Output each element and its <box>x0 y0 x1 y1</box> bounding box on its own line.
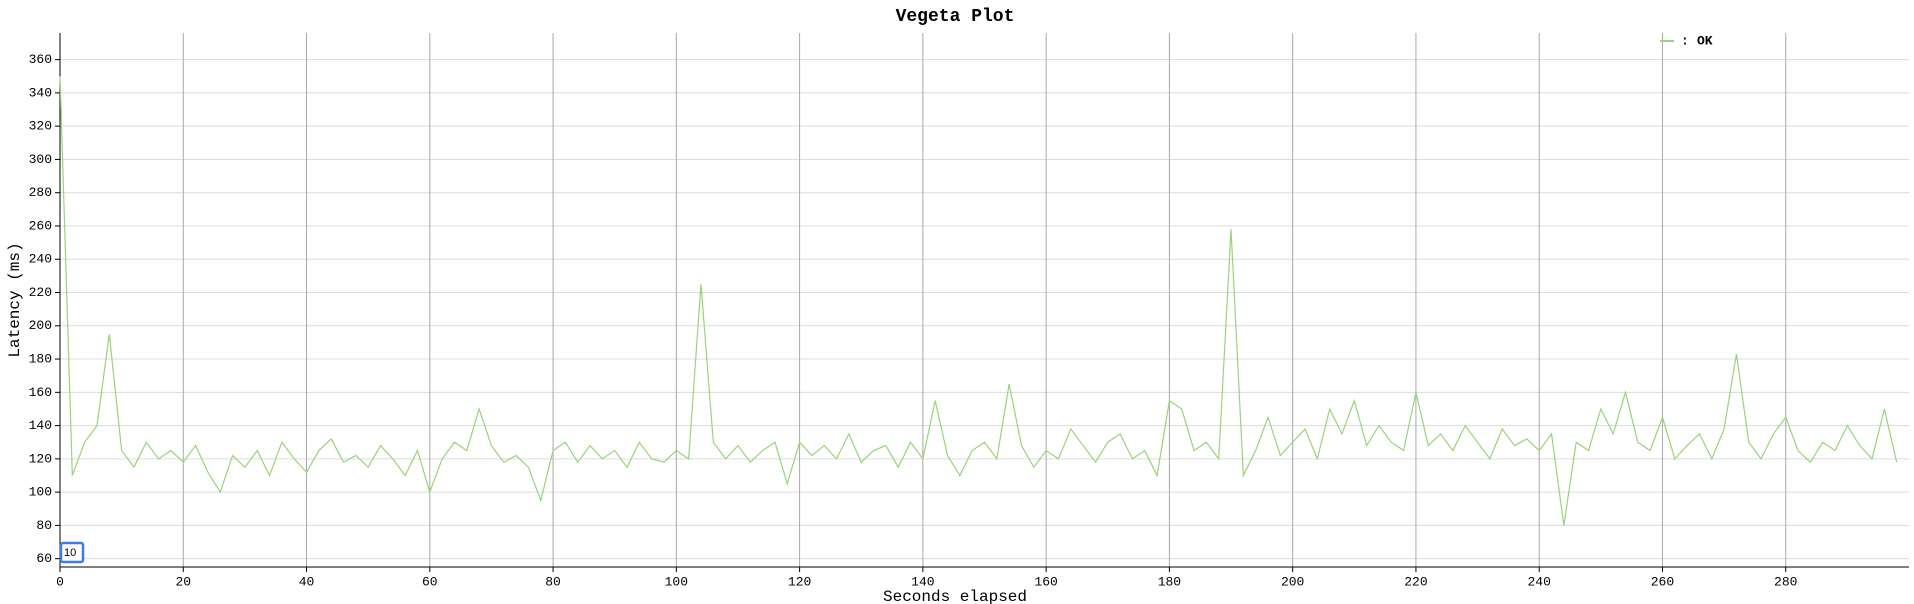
y-axis-label: Latency (ms) <box>6 242 24 357</box>
legend-separator: : <box>1681 33 1689 48</box>
y-tick-label: 60 <box>36 551 52 566</box>
legend-label: OK <box>1697 33 1713 48</box>
y-tick-label: 360 <box>29 52 52 67</box>
y-tick-label: 180 <box>29 351 52 366</box>
x-tick-label: 40 <box>299 574 315 589</box>
y-tick-label: 120 <box>29 451 52 466</box>
y-tick-label: 260 <box>29 218 52 233</box>
x-tick-label: 0 <box>56 574 64 589</box>
x-tick-label: 120 <box>788 574 811 589</box>
y-tick-label: 160 <box>29 385 52 400</box>
y-tick-label: 300 <box>29 152 52 167</box>
x-tick-label: 280 <box>1774 574 1797 589</box>
y-tick-label: 200 <box>29 318 52 333</box>
y-tick-label: 220 <box>29 285 52 300</box>
roll-period-value[interactable]: 10 <box>64 547 76 559</box>
series-line <box>59 76 1898 526</box>
chart-title: Vegeta Plot <box>896 7 1015 27</box>
x-tick-label: 180 <box>1158 574 1181 589</box>
x-tick-label: 20 <box>175 574 191 589</box>
x-tick-label: 80 <box>545 574 561 589</box>
x-tick-label: 140 <box>911 574 934 589</box>
y-tick-label: 140 <box>29 418 52 433</box>
y-tick-label: 240 <box>29 252 52 267</box>
x-tick-label: 160 <box>1034 574 1057 589</box>
x-tick-label: 220 <box>1404 574 1427 589</box>
y-tick-label: 280 <box>29 185 52 200</box>
x-tick-label: 60 <box>422 574 438 589</box>
y-tick-label: 320 <box>29 119 52 134</box>
y-tick-label: 340 <box>29 85 52 100</box>
x-tick-label: 260 <box>1651 574 1674 589</box>
x-tick-label: 240 <box>1527 574 1550 589</box>
y-tick-label: 80 <box>36 518 52 533</box>
x-axis-label: Seconds elapsed <box>883 588 1027 604</box>
roll-period-input[interactable] <box>59 541 85 564</box>
y-tick-label: 100 <box>29 485 52 500</box>
x-tick-label: 100 <box>665 574 688 589</box>
x-tick-label: 200 <box>1281 574 1304 589</box>
